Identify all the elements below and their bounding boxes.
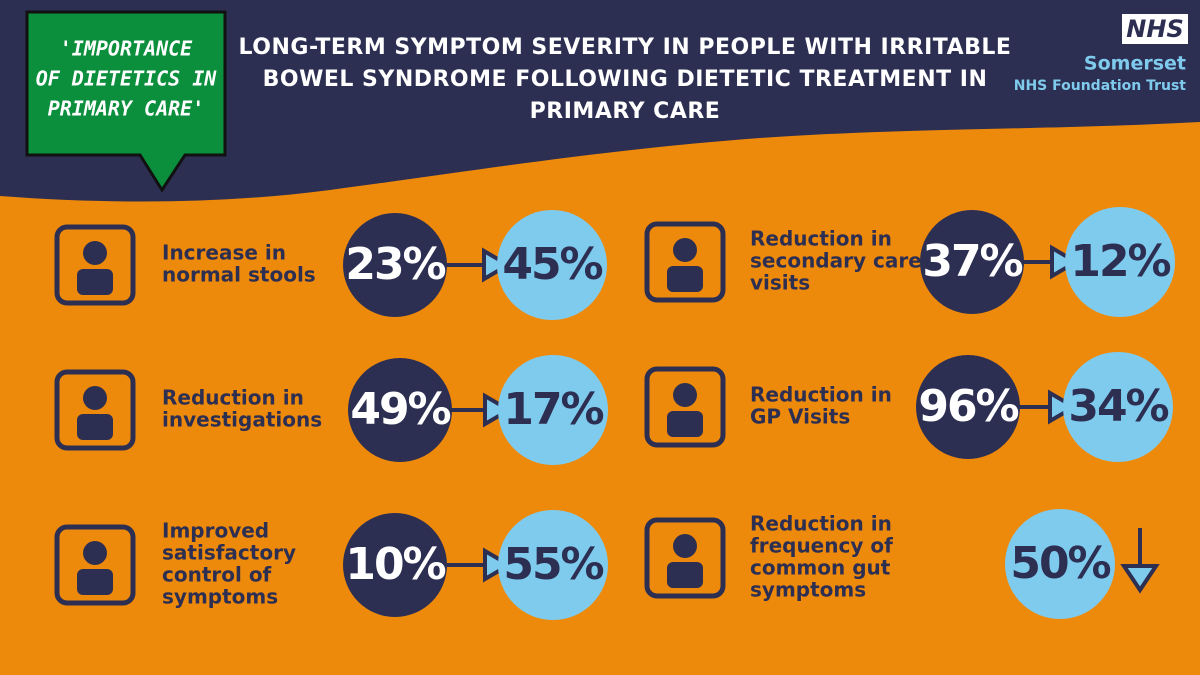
item-label: frequency of bbox=[750, 534, 893, 558]
nhs-logo: NHS Somerset NHS Foundation Trust bbox=[1014, 14, 1188, 94]
icon bbox=[673, 238, 697, 262]
down-arrow-head bbox=[1120, 564, 1160, 594]
before-circle bbox=[916, 355, 1020, 459]
icon bbox=[667, 266, 703, 292]
arrow-head bbox=[483, 547, 513, 583]
item-label: control of bbox=[162, 563, 272, 587]
before-value: 23% bbox=[345, 239, 445, 290]
after-circle bbox=[498, 355, 608, 465]
before-circle bbox=[343, 213, 447, 317]
icon bbox=[77, 569, 113, 595]
icon bbox=[673, 534, 697, 558]
item-label: Reduction in bbox=[162, 386, 304, 410]
after-value: 55% bbox=[503, 539, 603, 590]
icon bbox=[644, 366, 726, 448]
item-label: secondary care bbox=[750, 249, 922, 273]
before-circle bbox=[343, 513, 447, 617]
icon bbox=[667, 411, 703, 437]
change-circle bbox=[1005, 509, 1115, 619]
item-label: satisfactory bbox=[162, 541, 296, 565]
after-circle bbox=[1063, 352, 1173, 462]
icon bbox=[54, 224, 136, 306]
item-label: Reduction in bbox=[750, 227, 892, 251]
item-label: common gut bbox=[750, 556, 891, 580]
logo-subtitle: NHS Foundation Trust bbox=[1014, 78, 1187, 94]
before-value: 37% bbox=[922, 236, 1022, 287]
icon bbox=[673, 383, 697, 407]
before-value: 96% bbox=[918, 381, 1018, 432]
item-label: symptoms bbox=[162, 585, 278, 609]
item-label: Reduction in bbox=[750, 383, 892, 407]
item-label: normal stools bbox=[162, 263, 316, 287]
title-line: PRIMARY CARE bbox=[530, 99, 721, 124]
after-circle bbox=[497, 210, 607, 320]
icon bbox=[667, 562, 703, 588]
after-value: 17% bbox=[503, 384, 603, 435]
item-label: investigations bbox=[162, 408, 322, 432]
item-label: symptoms bbox=[750, 578, 866, 602]
icon bbox=[77, 414, 113, 440]
before-value: 49% bbox=[350, 384, 450, 435]
icon bbox=[54, 369, 136, 451]
change-value: 50% bbox=[1010, 538, 1110, 589]
after-value: 45% bbox=[502, 239, 602, 290]
after-value: 12% bbox=[1070, 236, 1170, 287]
before-circle bbox=[920, 210, 1024, 314]
arrow-head bbox=[1050, 244, 1080, 280]
arrow-head bbox=[1048, 389, 1078, 425]
arrow-head bbox=[482, 247, 512, 283]
item-label: visits bbox=[750, 271, 810, 295]
callout-line: OF DIETETICS IN bbox=[36, 67, 218, 91]
icon bbox=[77, 269, 113, 295]
header-band bbox=[0, 0, 1200, 202]
after-value: 34% bbox=[1068, 381, 1168, 432]
logo-badge-text: NHS bbox=[1126, 15, 1183, 43]
after-circle bbox=[1065, 207, 1175, 317]
item-label: Reduction in bbox=[750, 512, 892, 536]
icon bbox=[83, 386, 107, 410]
icon bbox=[644, 517, 726, 599]
callout-bubble bbox=[25, 10, 227, 193]
before-value: 10% bbox=[345, 539, 445, 590]
item-label: GP Visits bbox=[750, 405, 850, 429]
callout-line: 'IMPORTANCE bbox=[60, 37, 193, 61]
title-line: BOWEL SYNDROME FOLLOWING DIETETIC TREATM… bbox=[263, 67, 988, 92]
icon bbox=[83, 541, 107, 565]
callout-line: PRIMARY CARE' bbox=[48, 97, 205, 121]
item-label: Increase in bbox=[162, 241, 286, 265]
icon bbox=[644, 221, 726, 303]
item-label: Improved bbox=[162, 519, 269, 543]
before-circle bbox=[348, 358, 452, 462]
callout: 'IMPORTANCE OF DIETETICS IN PRIMARY CARE… bbox=[25, 10, 227, 193]
logo-name: Somerset bbox=[1084, 53, 1186, 75]
after-circle bbox=[498, 510, 608, 620]
arrow-head bbox=[483, 392, 513, 428]
icon bbox=[54, 524, 136, 606]
icon bbox=[83, 241, 107, 265]
title-line: LONG-TERM SYMPTOM SEVERITY IN PEOPLE WIT… bbox=[239, 35, 1012, 60]
logo-badge bbox=[1122, 14, 1188, 44]
